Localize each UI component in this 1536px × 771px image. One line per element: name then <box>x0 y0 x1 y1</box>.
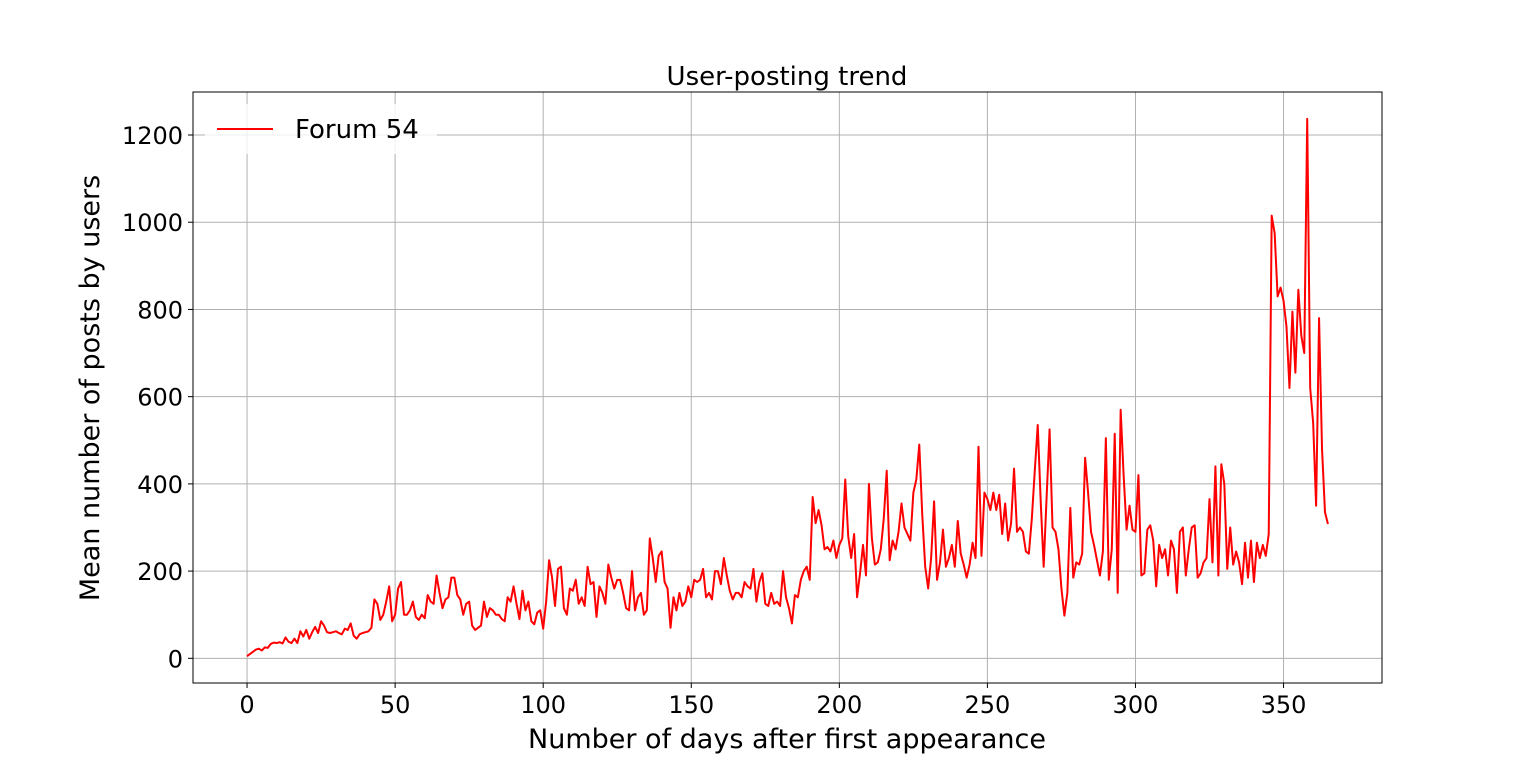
x-tick-label: 50 <box>380 691 411 719</box>
y-tick-label: 0 <box>168 645 183 673</box>
plot-frame <box>192 91 1383 684</box>
y-tick-label: 600 <box>137 384 183 412</box>
y-tick-label: 1200 <box>122 122 183 150</box>
y-axis-label: Mean number of posts by users <box>75 175 106 601</box>
x-tick-label: 0 <box>239 691 254 719</box>
y-tick-label: 1000 <box>122 209 183 237</box>
x-tick-label: 200 <box>816 691 862 719</box>
x-tick-label: 350 <box>1261 691 1307 719</box>
data-line <box>246 117 1329 657</box>
legend-label: Forum 54 <box>295 115 419 145</box>
y-tick-label: 200 <box>137 558 183 586</box>
x-tick-label: 300 <box>1113 691 1159 719</box>
y-tick-label: 800 <box>137 296 183 324</box>
x-axis-label: Number of days after first appearance <box>528 724 1046 755</box>
x-tick-label: 150 <box>668 691 714 719</box>
x-tick-label: 100 <box>520 691 566 719</box>
x-tick-label: 250 <box>964 691 1010 719</box>
y-tick-label: 400 <box>137 471 183 499</box>
chart-title: User-posting trend <box>667 62 908 92</box>
